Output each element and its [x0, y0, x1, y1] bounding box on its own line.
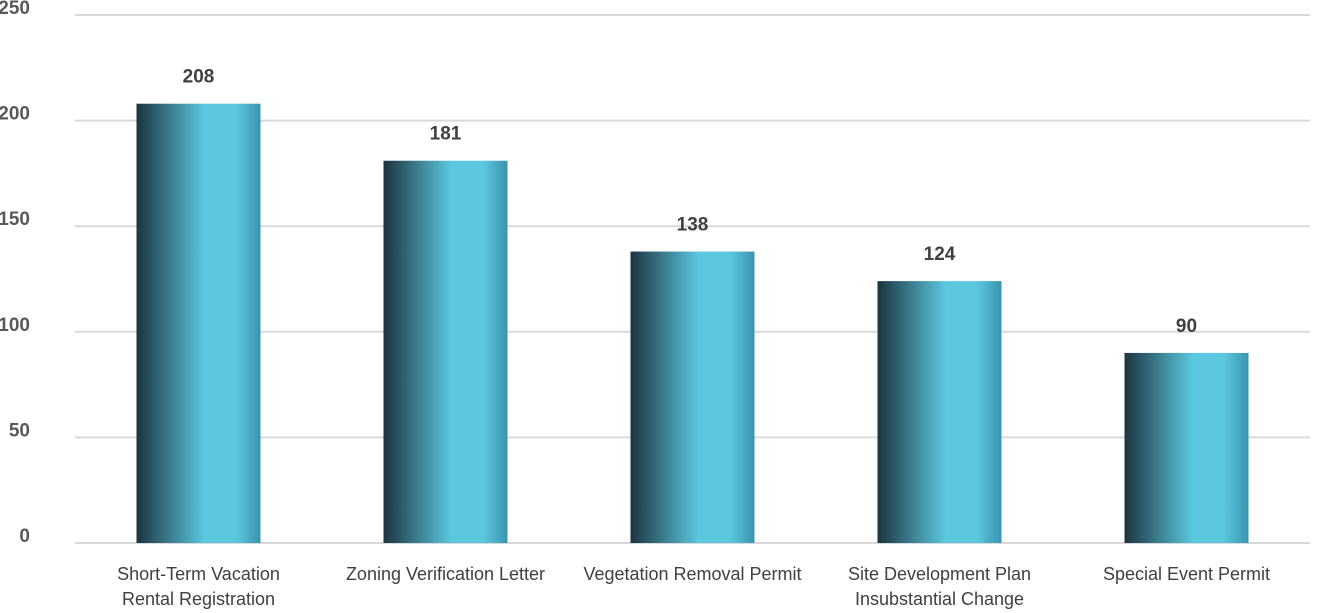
value-label: 90	[1176, 316, 1197, 337]
chart-title: Within the Last 6 Months	[405, 0, 925, 10]
value-label: 138	[677, 215, 709, 236]
x-tick-label: Special Event Permit	[1102, 564, 1271, 584]
value-label: 208	[183, 67, 215, 88]
y-tick-label: 150	[0, 209, 30, 230]
x-tick-label: Zoning Verification Letter	[345, 564, 546, 584]
bar	[877, 281, 1002, 543]
y-tick-label: 200	[0, 104, 30, 125]
x-tick-label: Site Development Plan Insubstantial Chan…	[847, 564, 1032, 609]
x-tick-label: Vegetation Removal Permit	[583, 564, 802, 584]
bar	[383, 160, 508, 543]
y-tick-label: 50	[9, 420, 30, 441]
bar	[1124, 352, 1249, 543]
bar	[630, 251, 755, 543]
y-tick-label: 0	[19, 526, 30, 547]
value-label: 124	[924, 244, 956, 265]
y-tick-label: 100	[0, 315, 30, 336]
value-label: 181	[430, 124, 462, 145]
x-tick-label: Short-Term Vacation Rental Registration	[117, 564, 280, 609]
bar	[136, 103, 261, 543]
y-tick-label: 250	[0, 0, 30, 19]
